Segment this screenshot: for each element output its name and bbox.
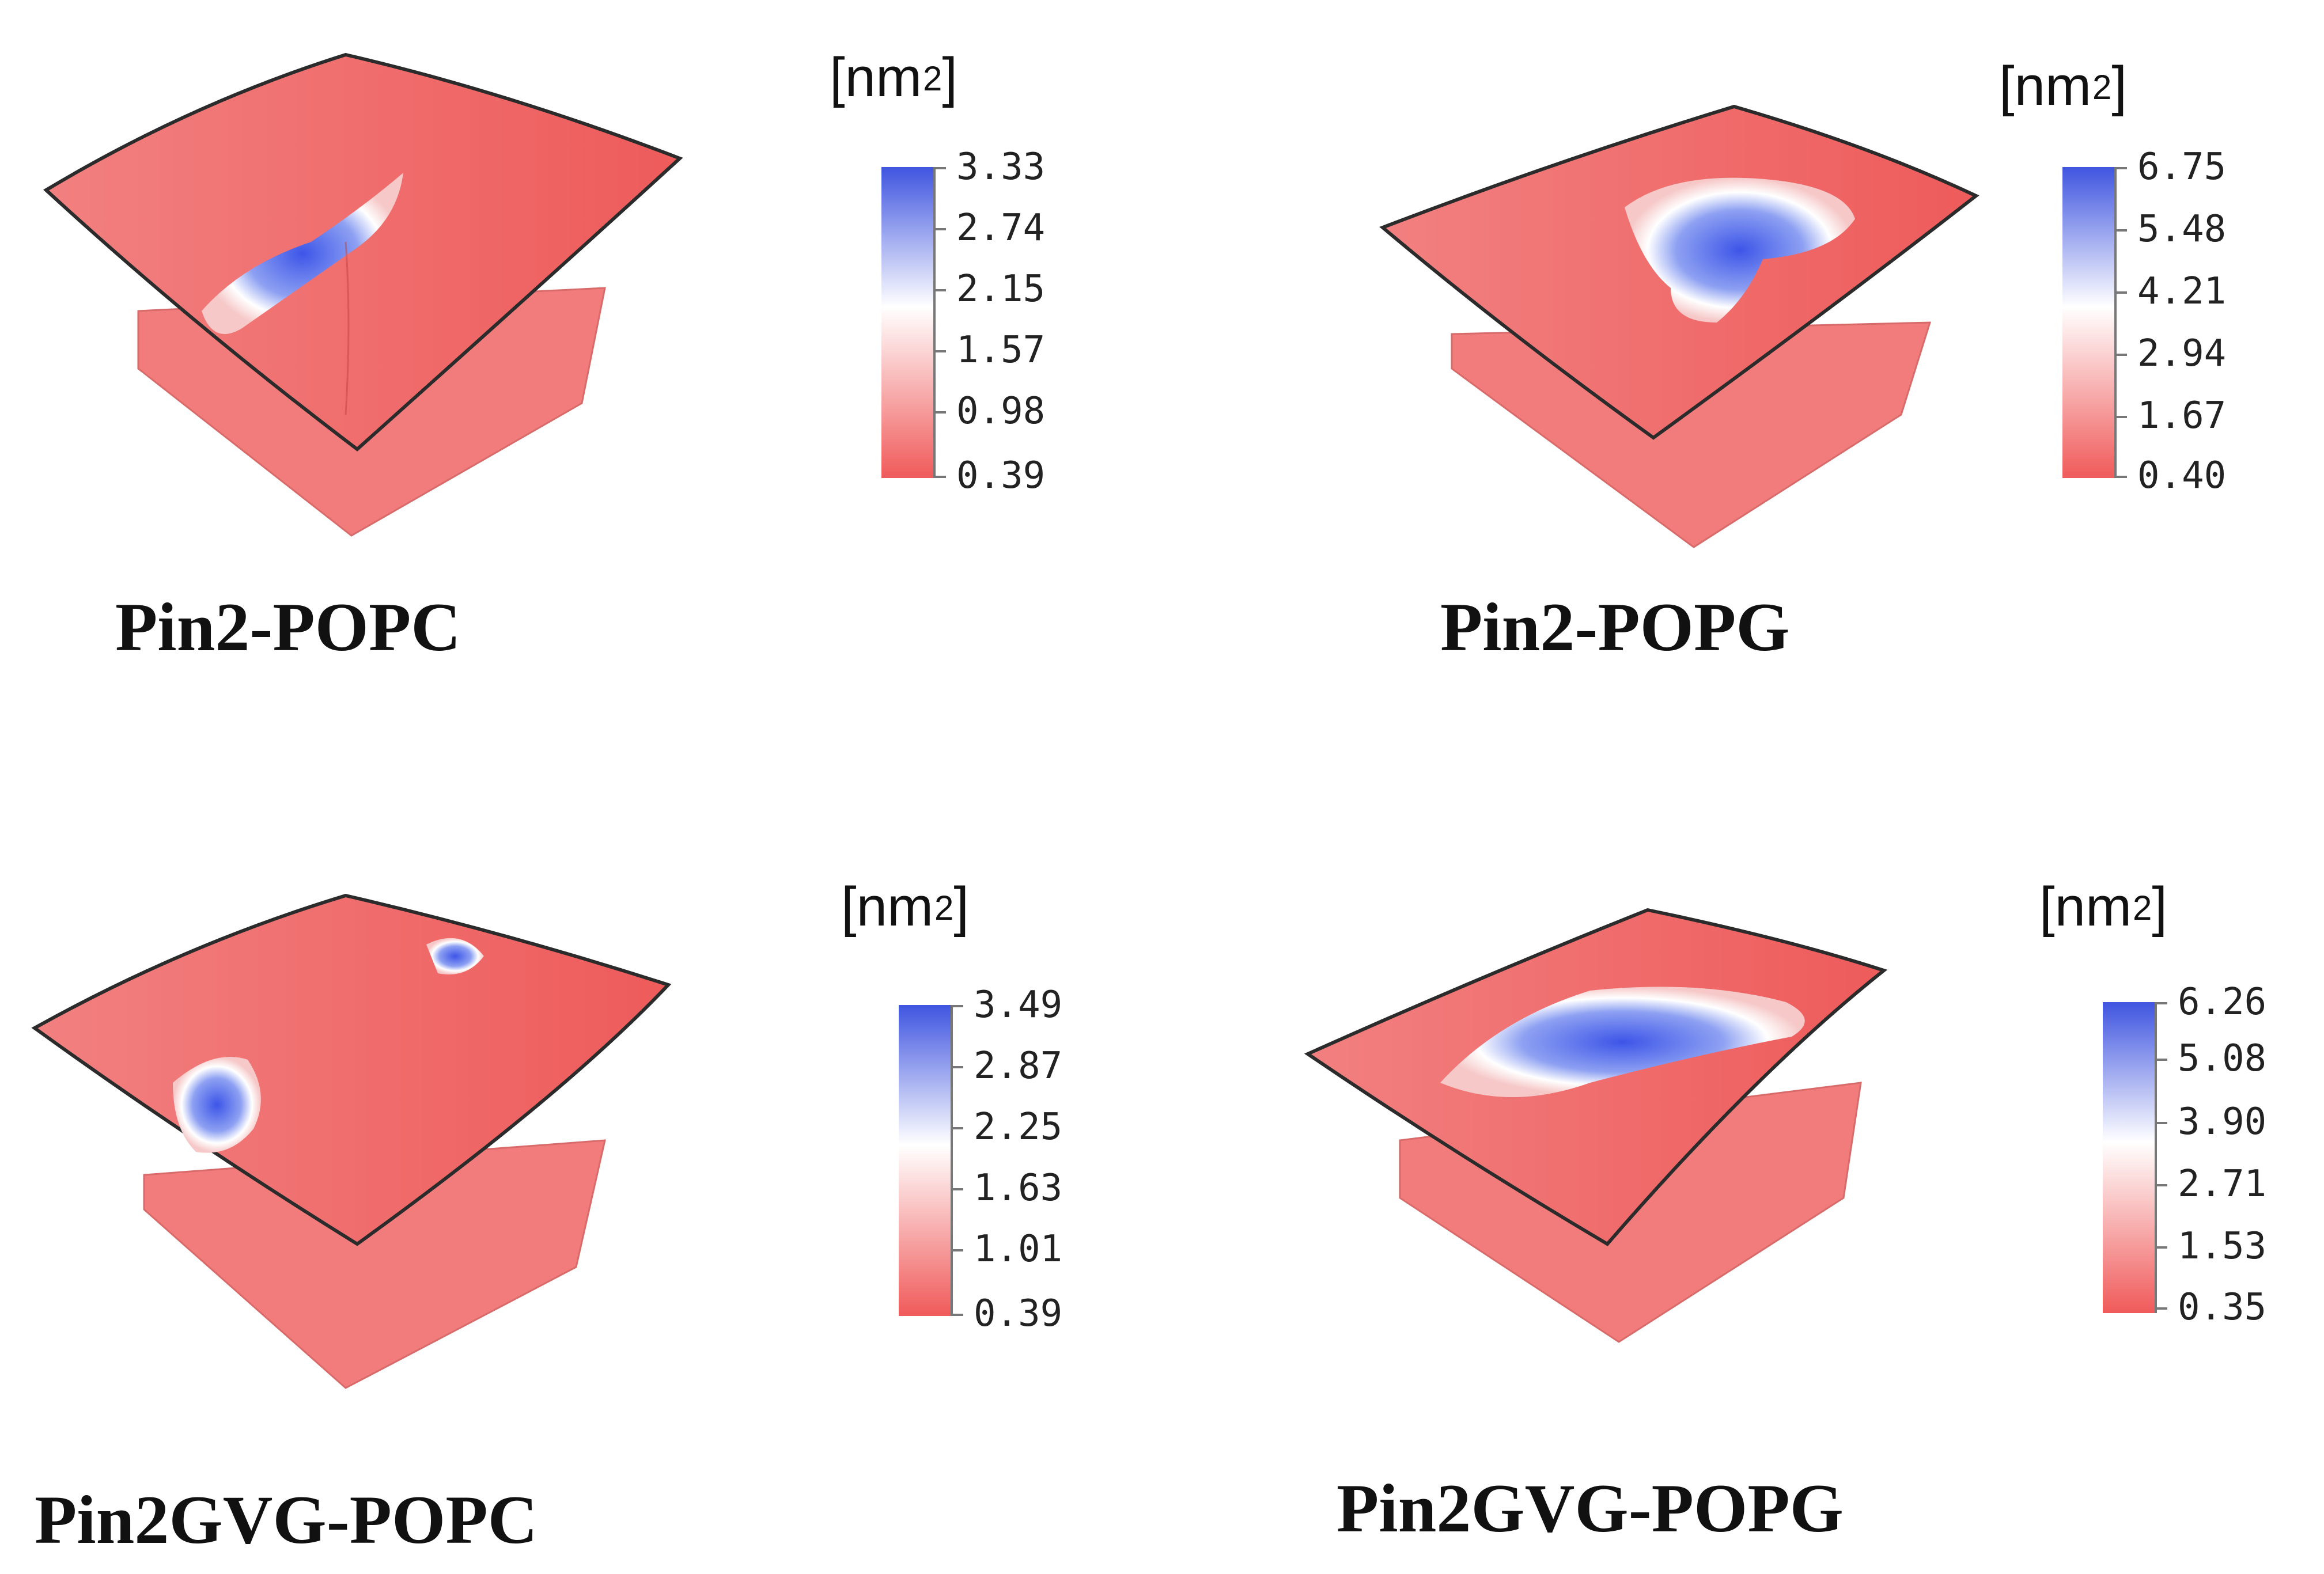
upper-leaflet-4 — [1304, 908, 1888, 1246]
tick-label: 0.40 — [2137, 454, 2227, 497]
pore-region-3b — [426, 938, 484, 974]
upper-leaflet-3 — [31, 893, 672, 1246]
tick-label: 0.39 — [974, 1292, 1063, 1335]
tick-label: 0.39 — [956, 454, 1046, 497]
unit-label: [nm2] — [1999, 55, 2128, 117]
pore-region-3 — [173, 1057, 261, 1153]
unit-label: [nm2] — [2039, 876, 2168, 938]
panel-caption: Pin2-POPC — [115, 589, 461, 665]
lower-leaflet-4 — [1399, 1082, 1862, 1343]
tick-label: 0.35 — [2178, 1286, 2267, 1329]
unit-label: [nm2] — [841, 876, 970, 938]
colorbar: 6.26 5.08 3.90 2.71 1.53 0.35 — [2103, 981, 2266, 1329]
tick-label: 5.48 — [2137, 208, 2227, 251]
tick-label: 2.71 — [2178, 1163, 2267, 1205]
tick-label: 6.75 — [2137, 146, 2227, 188]
colorbar: 3.33 2.74 2.15 1.57 0.98 0.39 — [881, 146, 1045, 497]
tick-label: 2.87 — [974, 1045, 1063, 1087]
tick-label: 2.94 — [2137, 332, 2227, 375]
tick-label: 2.74 — [956, 207, 1046, 249]
lower-leaflet — [137, 287, 606, 537]
tick-label: 0.98 — [956, 390, 1046, 433]
tick-label: 1.67 — [2137, 395, 2227, 437]
tick-label: 3.33 — [956, 146, 1046, 188]
upper-leaflet — [43, 52, 683, 452]
pore-region-2 — [1625, 177, 1855, 323]
lower-leaflet-2 — [1451, 321, 1932, 548]
tick-label: 6.26 — [2178, 981, 2267, 1023]
tick-label: 1.01 — [974, 1228, 1063, 1270]
tick-label: 2.25 — [974, 1106, 1063, 1148]
tick-label: 4.21 — [2137, 270, 2227, 313]
tick-label: 2.15 — [956, 268, 1046, 310]
pore-region-4 — [1440, 987, 1805, 1097]
colorbar: 6.75 5.48 4.21 2.94 1.67 0.40 — [2062, 146, 2226, 497]
tick-label: 3.90 — [2178, 1101, 2267, 1143]
colorbar: 3.49 2.87 2.25 1.63 1.01 0.39 — [899, 984, 1062, 1335]
tick-label: 1.63 — [974, 1167, 1063, 1209]
panel-caption: Pin2-POPG — [1440, 589, 1790, 665]
upper-leaflet-2 — [1379, 104, 1979, 440]
lower-leaflet-3 — [143, 1139, 606, 1389]
pore-region — [202, 173, 403, 334]
unit-label: [nm2] — [830, 47, 958, 108]
panel-caption: Pin2GVG-POPG — [1337, 1470, 1844, 1546]
tick-label: 1.53 — [2178, 1225, 2267, 1268]
panel-caption: Pin2GVG-POPC — [35, 1481, 538, 1558]
tick-label: 3.49 — [974, 984, 1063, 1026]
tick-label: 1.57 — [956, 329, 1046, 371]
tick-label: 5.08 — [2178, 1037, 2267, 1080]
